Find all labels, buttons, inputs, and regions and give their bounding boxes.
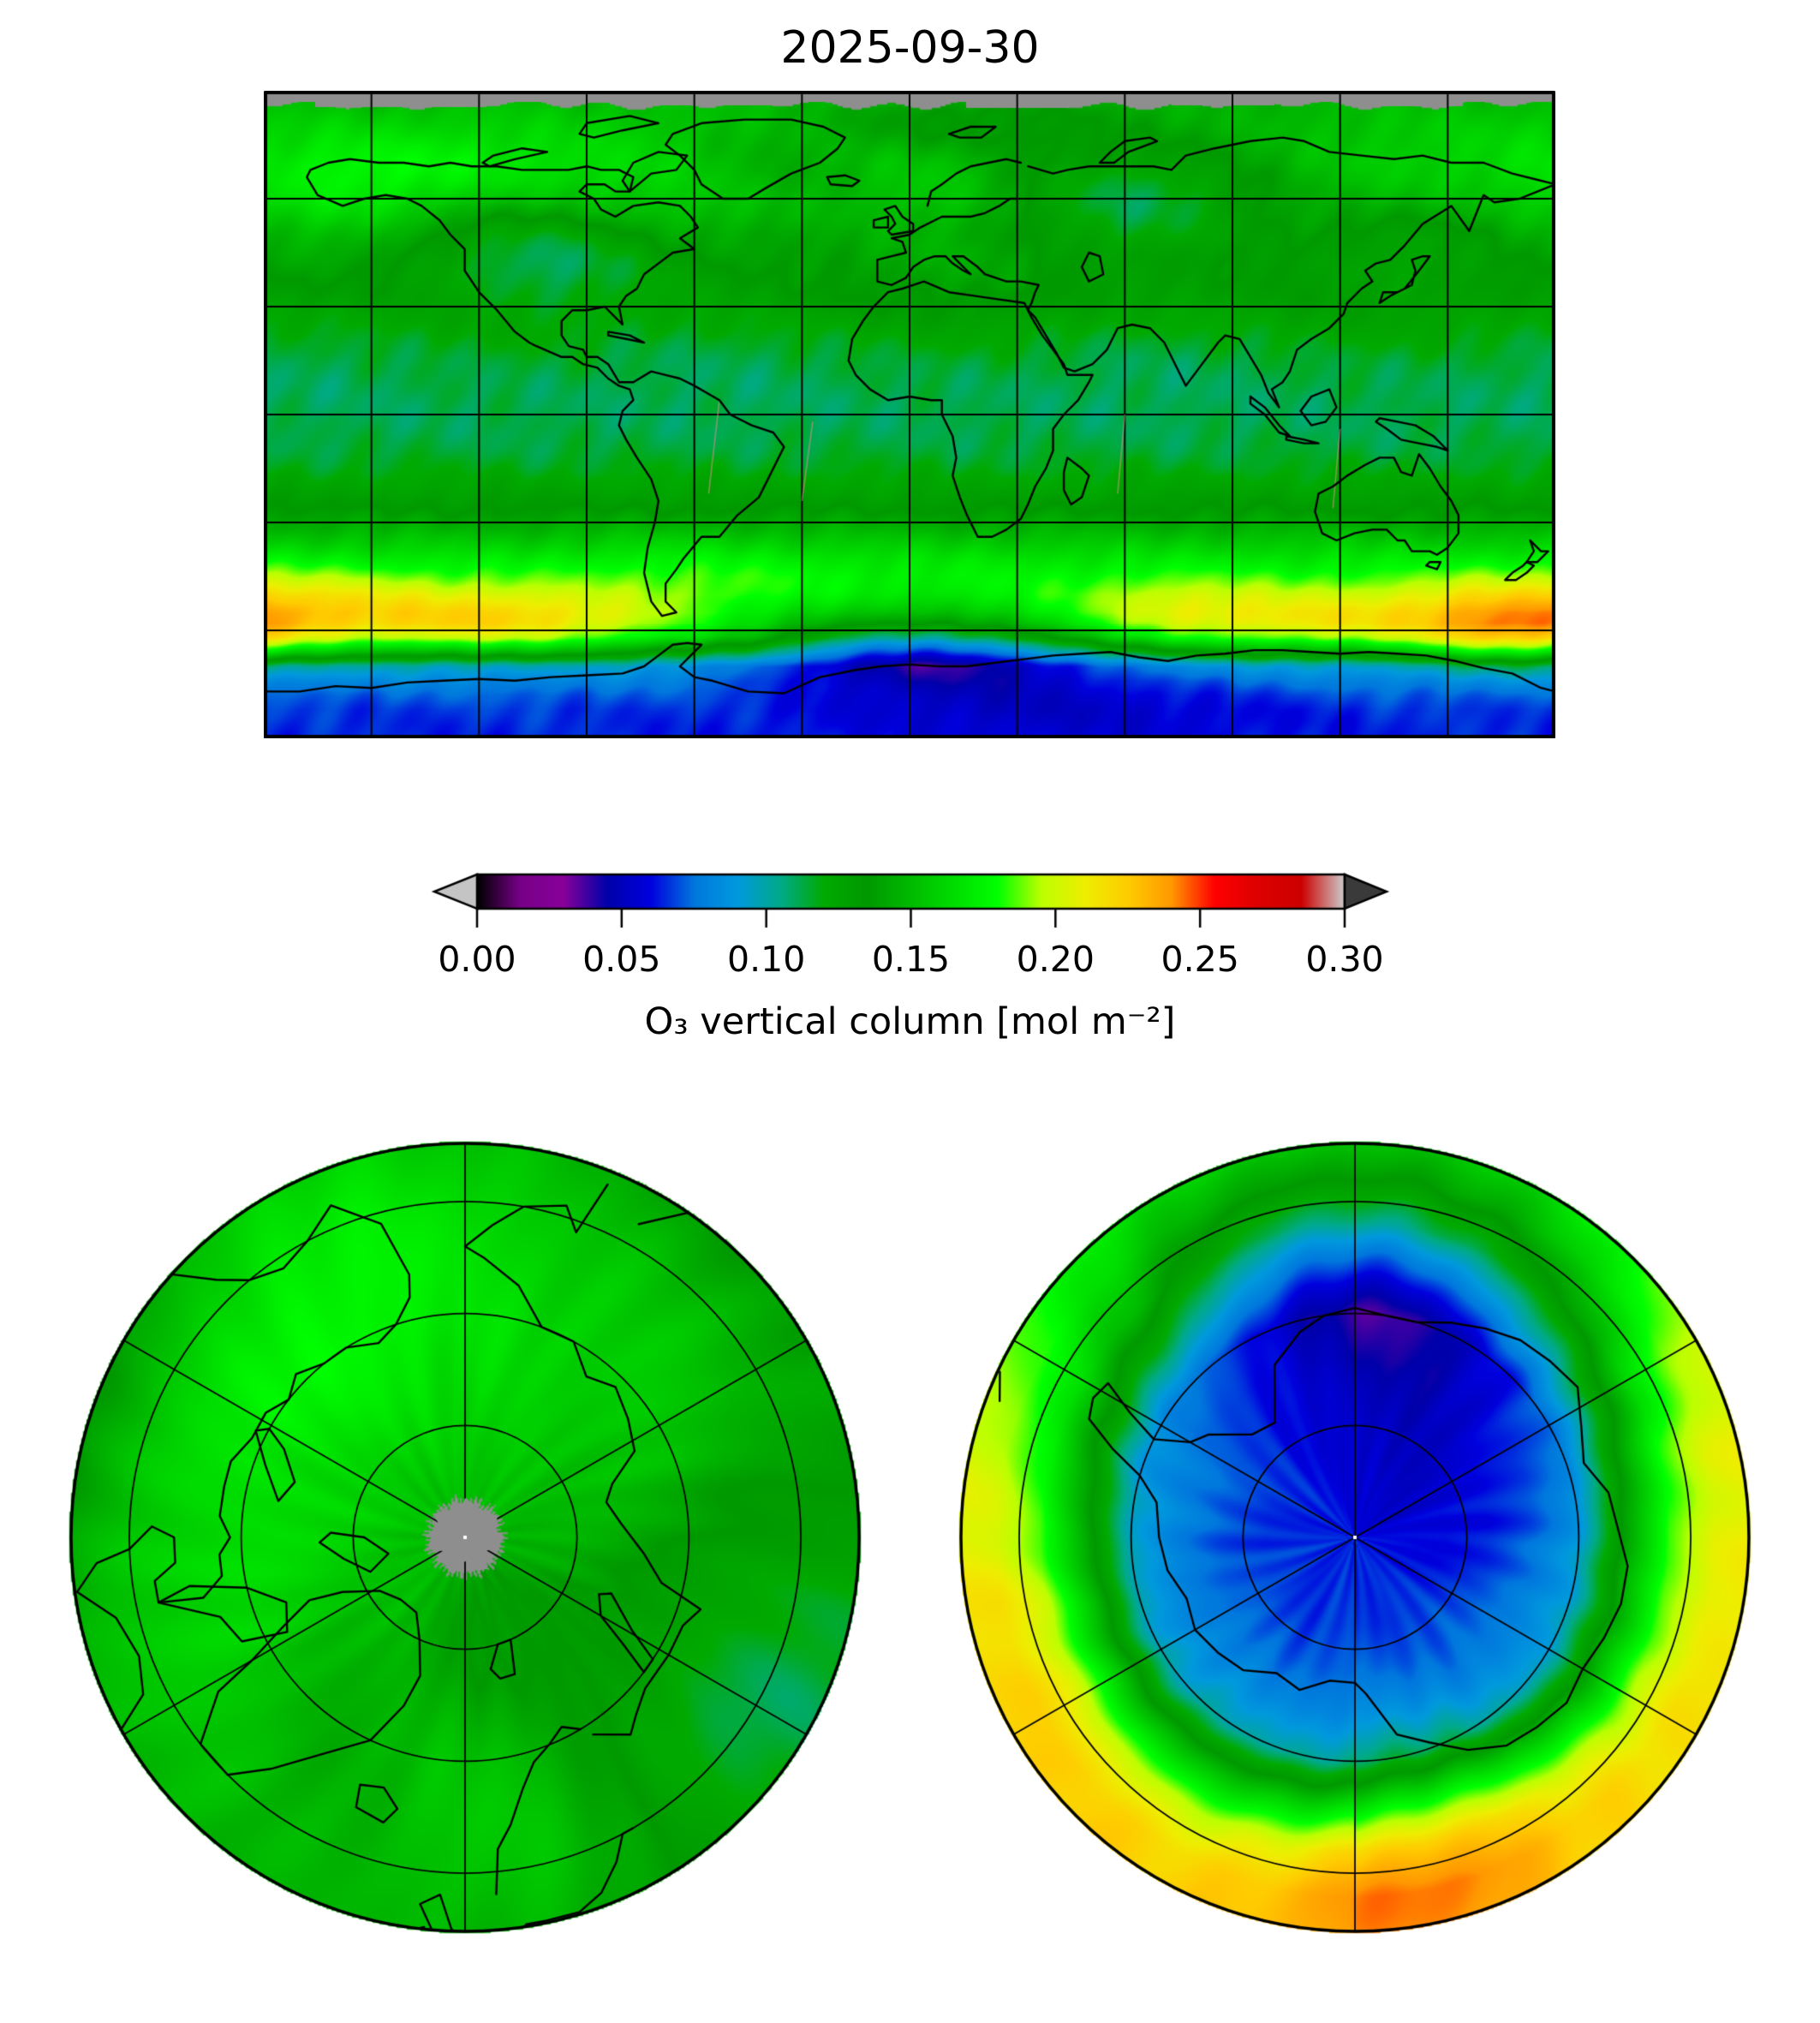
colorbar-tick-label: 0.25 (1161, 939, 1239, 980)
global-map-panel (264, 91, 1555, 738)
north-polar-panel (68, 1140, 862, 1935)
colorbar-tick-labels: 0.00 0.05 0.10 0.15 0.20 0.25 0.30 (431, 939, 1390, 987)
south-polar-overlay-canvas (958, 1140, 1752, 1935)
colorbar-tick-label: 0.10 (727, 939, 806, 980)
colorbar-tick-label: 0.05 (582, 939, 661, 980)
colorbar-tick-label: 0.30 (1305, 939, 1384, 980)
colorbar-canvas (431, 872, 1390, 932)
colorbar-tick-label: 0.20 (1016, 939, 1095, 980)
plot-title: 2025-09-30 (780, 22, 1040, 74)
colorbar-tick-label: 0.15 (871, 939, 951, 980)
colorbar-label: O₃ vertical column [mol m⁻²] (644, 1000, 1176, 1043)
colorbar-tick-label: 0.00 (438, 939, 516, 980)
colorbar (431, 872, 1390, 932)
north-polar-overlay-canvas (68, 1140, 862, 1935)
south-polar-panel (958, 1140, 1752, 1935)
global-map-overlay-canvas (264, 91, 1555, 738)
